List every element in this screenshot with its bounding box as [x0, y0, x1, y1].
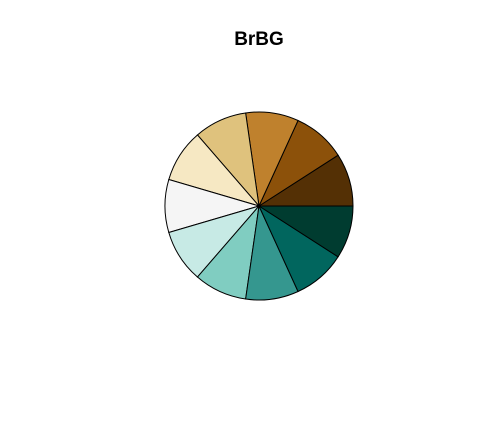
chart-title: BrBG [234, 29, 284, 50]
pie-slice-11 [257, 205, 354, 258]
pie-slices [164, 111, 354, 301]
